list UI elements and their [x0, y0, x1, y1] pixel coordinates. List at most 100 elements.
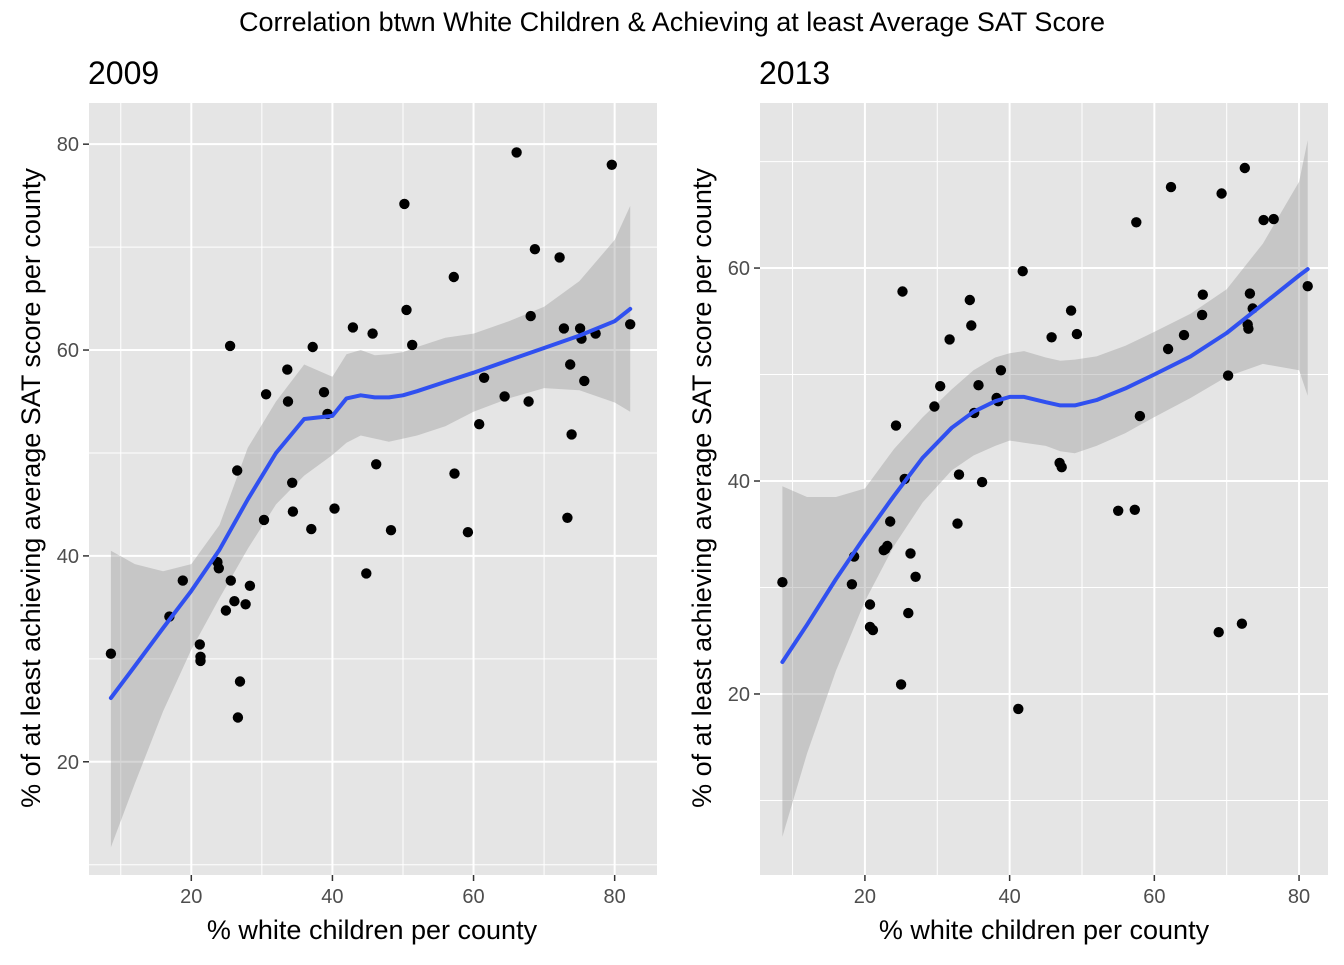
- data-point: [1162, 343, 1174, 355]
- data-point: [448, 271, 459, 283]
- y-tick-label: 60: [57, 340, 79, 362]
- panel-2009: 20 40 60 80 20 40 60 80 2009 % white children p…: [16, 55, 657, 945]
- data-point: [1239, 162, 1251, 174]
- x-tick-label: 20: [854, 886, 876, 908]
- data-point: [347, 322, 359, 333]
- data-point: [229, 596, 240, 607]
- data-point: [952, 518, 963, 529]
- data-point: [864, 599, 876, 610]
- x-tick-label: 80: [1288, 886, 1310, 908]
- panel-background: [89, 103, 657, 875]
- data-point: [213, 563, 224, 574]
- data-point: [1131, 217, 1142, 228]
- data-point: [1178, 329, 1190, 341]
- data-point: [367, 328, 378, 339]
- data-point: [1236, 618, 1248, 629]
- data-point: [401, 304, 412, 316]
- y-tick-label: 20: [728, 684, 750, 706]
- y-tick-label: 40: [728, 471, 750, 493]
- data-point: [307, 341, 318, 353]
- data-point: [371, 459, 382, 470]
- data-point: [1113, 505, 1124, 516]
- data-point: [964, 294, 975, 306]
- y-axis-title: % of at least achieving average SAT scor…: [687, 168, 717, 808]
- confidence-ribbon: [782, 140, 1308, 837]
- data-point: [579, 375, 590, 387]
- data-point: [1017, 266, 1028, 277]
- data-point: [554, 252, 565, 263]
- data-point: [399, 198, 410, 210]
- data-point: [895, 679, 907, 690]
- y-tick-label: 60: [728, 258, 750, 280]
- data-point: [1268, 213, 1279, 225]
- data-point: [287, 506, 299, 517]
- figure-title: Correlation btwn White Children & Achiev…: [239, 7, 1105, 37]
- data-point: [885, 516, 896, 527]
- x-axis-title: % white children per county: [207, 915, 538, 945]
- x-tick-label: 40: [999, 886, 1021, 908]
- data-point: [105, 648, 117, 659]
- data-point: [973, 380, 984, 391]
- data-point: [407, 339, 418, 351]
- data-point: [232, 465, 243, 476]
- smooth-line: [780, 267, 1310, 664]
- data-point: [890, 420, 902, 431]
- data-point: [606, 159, 617, 170]
- y-axis-title: % of at least achieving average SAT scor…: [16, 168, 46, 808]
- panel-background: [760, 103, 1328, 875]
- data-point: [525, 310, 536, 322]
- data-point: [566, 429, 577, 440]
- data-point: [478, 372, 490, 383]
- data-point: [232, 712, 244, 723]
- data-point: [562, 512, 573, 523]
- plot-area: 20 40 60 80 20 40 60: [728, 103, 1328, 908]
- data-point: [1244, 288, 1256, 299]
- x-tick-label: 80: [604, 886, 626, 908]
- x-tick-label: 60: [1143, 886, 1165, 908]
- data-point: [234, 676, 246, 687]
- data-point: [995, 365, 1007, 376]
- data-point: [574, 323, 586, 334]
- data-point: [558, 323, 570, 334]
- data-point: [449, 468, 460, 479]
- data-point: [1222, 370, 1234, 381]
- data-point: [953, 469, 965, 480]
- data-point: [523, 396, 534, 407]
- data-point: [882, 540, 893, 552]
- y-tick-label: 40: [57, 546, 79, 568]
- data-point: [929, 401, 940, 412]
- data-point: [897, 286, 908, 297]
- data-point: [1243, 323, 1254, 334]
- data-point: [910, 571, 921, 582]
- data-point: [565, 359, 576, 370]
- panel-title: 2009: [88, 55, 159, 91]
- data-point: [318, 387, 330, 398]
- data-point: [240, 599, 251, 610]
- data-point: [1046, 332, 1057, 343]
- data-point: [462, 527, 474, 538]
- x-tick-label: 60: [462, 886, 484, 908]
- data-point: [966, 320, 977, 331]
- data-point: [385, 525, 397, 536]
- data-point: [1197, 289, 1209, 300]
- data-point: [1216, 188, 1227, 199]
- data-point: [1213, 627, 1224, 638]
- data-point: [194, 639, 205, 650]
- data-point: [361, 568, 372, 579]
- confidence-ribbon: [110, 205, 631, 848]
- data-point: [1302, 281, 1313, 292]
- data-point: [244, 580, 256, 591]
- data-point: [935, 381, 946, 392]
- data-point: [625, 319, 636, 330]
- data-point: [282, 396, 294, 407]
- data-point: [1013, 703, 1024, 715]
- data-point: [1258, 214, 1269, 226]
- data-point: [195, 655, 206, 667]
- data-point: [282, 364, 293, 375]
- data-point: [1071, 328, 1083, 340]
- data-point: [474, 419, 485, 430]
- data-point: [976, 476, 988, 488]
- plot-area: 20 40 60 80 20 40 60 80: [57, 103, 657, 908]
